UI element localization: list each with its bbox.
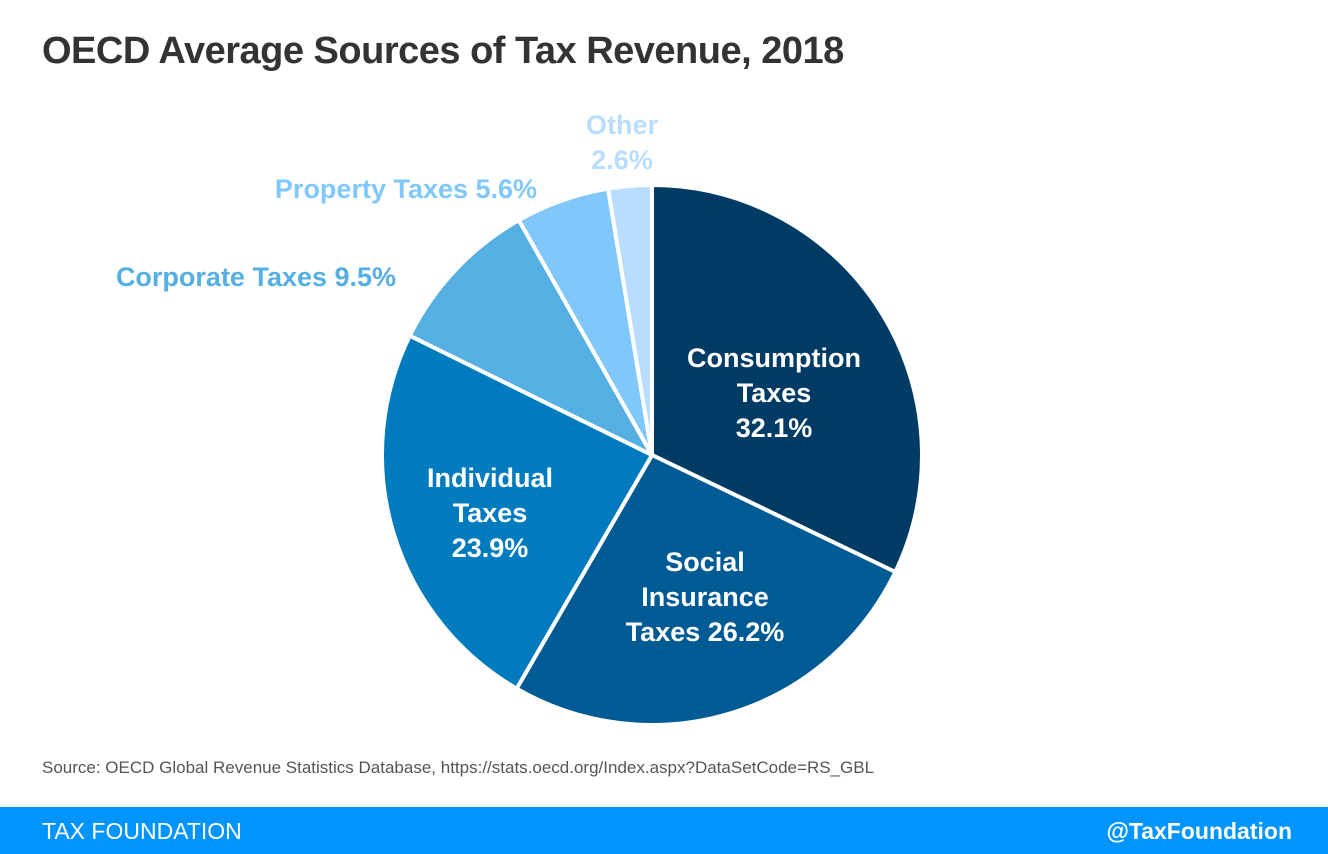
pie-labels: Consumption Taxes 32.1% Social Insurance Taxe… [116,110,861,647]
pie-slice-2 [514,453,898,727]
slice-label-line: Consumption [687,343,861,373]
slice-label-line: Property Taxes 5.6% [275,174,537,204]
slice-label-line: Taxes [453,498,528,528]
pie-slices [380,183,924,727]
slice-label-1: Consumption Taxes 32.1% [687,343,861,443]
slice-label-4: Corporate Taxes 9.5% [116,262,396,292]
slice-label-line: Individual [427,463,553,493]
pie-slice-6 [606,183,654,457]
pie-slice-4 [407,218,654,457]
slice-label-line: Corporate Taxes 9.5% [116,262,396,292]
slice-label-line: 23.9% [452,533,529,563]
pie-slice-1 [650,183,924,574]
slice-label-line: Taxes [737,378,812,408]
slice-label-2: Social Insurance Taxes 26.2% [626,547,785,647]
slice-label-line: 32.1% [736,413,813,443]
slice-label-6: Other 2.6% [586,110,659,175]
slice-label-5: Property Taxes 5.6% [275,174,537,204]
chart-title: OECD Average Sources of Tax Revenue, 201… [42,30,844,72]
pie-chart: Consumption Taxes 32.1% Social Insurance Taxe… [116,110,924,727]
slice-label-line: Insurance [641,582,769,612]
footer-bar: TAX FOUNDATION @TaxFoundation [0,807,1328,854]
source-note: Source: OECD Global Revenue Statistics D… [42,758,875,777]
slice-label-line: Other [586,110,659,140]
slice-label-line: Taxes 26.2% [626,617,785,647]
footer-handle: @TaxFoundation [1106,818,1292,844]
slice-label-line: Social [665,547,745,577]
slice-label-3: Individual Taxes 23.9% [427,463,553,563]
slice-label-line: 2.6% [591,145,653,175]
footer-brand: TAX FOUNDATION [42,818,242,844]
